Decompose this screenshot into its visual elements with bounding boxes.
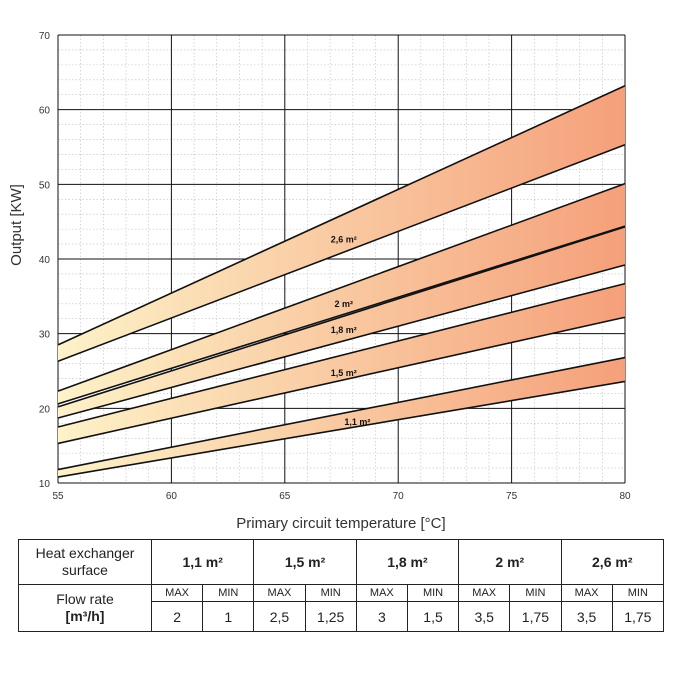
band-min-line <box>57 380 626 478</box>
band-max-line <box>57 85 626 346</box>
flow-rate-table: Heat exchanger surface 1,1 m² 1,5 m² 1,8… <box>18 539 665 632</box>
surface-header-line1: Heat exchanger <box>35 545 135 561</box>
x-tick-label: 60 <box>166 491 178 502</box>
min-header: MIN <box>202 583 255 603</box>
flow-min-value: 1 <box>202 601 255 632</box>
min-header: MIN <box>406 583 460 603</box>
output-chart: 1,1 m² 1,5 m² 1,8 m² 2 m² 2,6 m² 55 60 65 70 75 8… <box>8 31 631 532</box>
flow-max-value: 2,5 <box>253 601 306 632</box>
y-tick-label: 40 <box>39 255 51 266</box>
band-max-line <box>57 356 626 471</box>
band-max-line <box>57 226 626 408</box>
y-tick-label: 10 <box>39 479 51 490</box>
band-max-line <box>57 182 626 392</box>
output-bands <box>57 85 626 478</box>
band-label: 1,8 m² <box>331 325 357 335</box>
flow-max-value: 3 <box>355 601 408 632</box>
band-max-line <box>57 282 626 428</box>
x-tick-label: 65 <box>279 491 291 502</box>
band-area <box>58 226 625 419</box>
min-header: MIN <box>611 583 665 603</box>
y-tick-label: 30 <box>39 330 51 341</box>
max-header: MAX <box>458 583 511 603</box>
flow-rate-row-header: Flow rate [m³/h] <box>18 584 152 632</box>
max-header: MAX <box>150 583 204 603</box>
surface-header-line2: surface <box>62 562 108 578</box>
y-tick-labels: 10 20 30 40 50 60 70 <box>39 31 51 490</box>
minmax-row: Flow rate [m³/h] MAX MIN MAX MIN MAX MIN… <box>18 583 665 632</box>
x-tick-labels: 55 60 65 70 75 80 <box>52 491 631 502</box>
x-tick-label: 80 <box>619 491 631 502</box>
flow-header-line2: [m³/h] <box>65 608 105 624</box>
flow-max-value: 3,5 <box>458 601 511 632</box>
flow-min-value: 1,25 <box>304 601 357 632</box>
surface-cell: 2,6 m² <box>560 539 664 585</box>
min-header: MIN <box>304 583 357 603</box>
band-min-line <box>57 264 626 419</box>
y-tick-label: 60 <box>39 106 51 117</box>
y-tick-label: 20 <box>39 404 51 415</box>
x-axis-title: Primary circuit temperature [°C] <box>236 515 445 532</box>
flow-max-value: 2 <box>150 601 204 632</box>
flow-values-row: 2 1 2,5 1,25 3 1,5 3,5 1,75 3,5 1,75 <box>19 601 665 632</box>
flow-min-value: 1,5 <box>406 601 460 632</box>
flow-max-value: 3,5 <box>560 601 613 632</box>
surface-row-header: Heat exchanger surface <box>18 539 152 585</box>
max-header: MAX <box>253 583 306 603</box>
band-label: 1,1 m² <box>344 417 370 427</box>
band-area <box>58 283 625 444</box>
y-tick-label: 70 <box>39 31 51 42</box>
surface-cell: 1,8 m² <box>355 539 460 585</box>
band-area <box>58 85 625 362</box>
surface-row: Heat exchanger surface 1,1 m² 1,5 m² 1,8… <box>18 539 664 585</box>
band-min-line <box>57 316 626 445</box>
min-header: MIN <box>509 583 562 603</box>
band-area <box>58 357 625 478</box>
surface-cell: 1,5 m² <box>253 539 357 585</box>
flow-header-line1: Flow rate <box>56 591 114 607</box>
x-tick-label: 70 <box>393 491 405 502</box>
y-axis-title: Output [KW] <box>8 184 25 266</box>
x-tick-label: 55 <box>52 491 64 502</box>
surface-cell: 1,1 m² <box>150 539 255 585</box>
y-tick-label: 50 <box>39 180 51 191</box>
band-label: 1,5 m² <box>331 368 357 378</box>
max-header: MAX <box>560 583 613 603</box>
max-header: MAX <box>355 583 408 603</box>
band-area <box>58 183 625 404</box>
band-label: 2 m² <box>335 299 354 309</box>
band-labels: 1,1 m² 1,5 m² 1,8 m² 2 m² 2,6 m² <box>331 235 371 427</box>
band-label: 2,6 m² <box>331 235 357 245</box>
band-min-line <box>57 225 626 405</box>
flow-min-value: 1,75 <box>509 601 562 632</box>
x-tick-label: 75 <box>506 491 518 502</box>
surface-cell: 2 m² <box>458 539 562 585</box>
band-min-line <box>57 144 626 363</box>
flow-min-value: 1,75 <box>611 601 665 632</box>
